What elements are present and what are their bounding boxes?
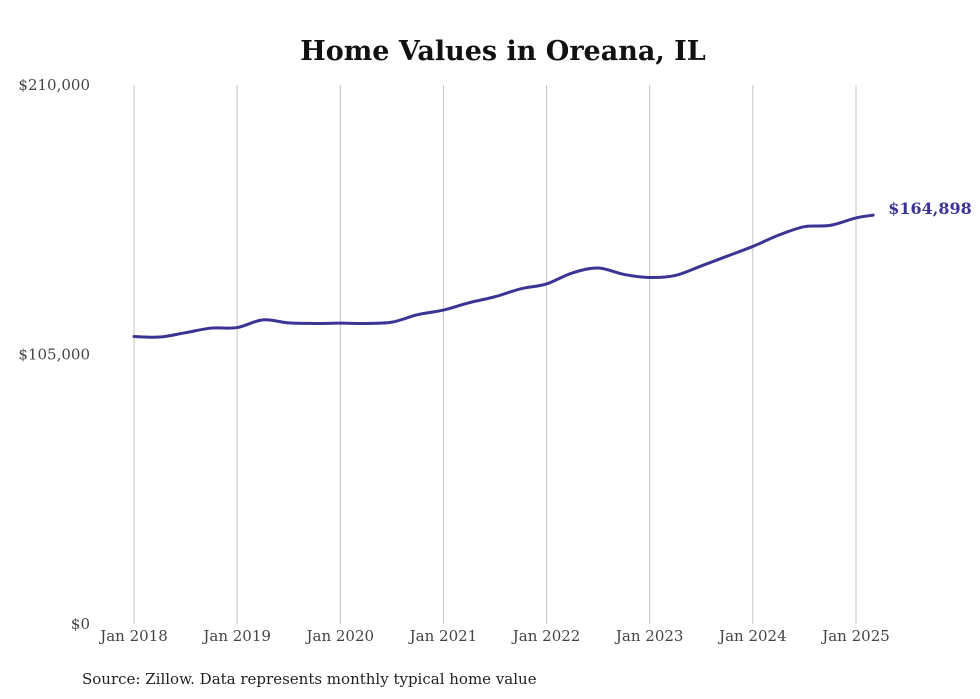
- end-value-label: $164,898: [888, 199, 972, 218]
- y-tick-label: $210,000: [18, 76, 90, 94]
- x-axis-ticks: Jan 2018 Jan 2019 Jan 2020 Jan 2021 Jan 2022…: [98, 627, 890, 645]
- chart-title: Home Values in Oreana, IL: [300, 36, 706, 67]
- source-note: Source: Zillow. Data represents monthly …: [82, 670, 537, 688]
- x-tick-label: Jan 2022: [511, 627, 581, 645]
- y-tick-label: $0: [71, 615, 90, 633]
- gridlines: [133, 85, 857, 624]
- x-tick-label: Jan 2025: [820, 627, 890, 645]
- x-tick-label: Jan 2023: [614, 627, 684, 645]
- series-line: [132, 213, 875, 339]
- x-tick-label: Jan 2019: [201, 627, 271, 645]
- y-axis-ticks: $0 $105,000 $210,000: [18, 76, 90, 633]
- x-tick-label: Jan 2018: [98, 627, 168, 645]
- x-tick-label: Jan 2021: [408, 627, 478, 645]
- x-tick-label: Jan 2024: [717, 627, 787, 645]
- y-tick-label: $105,000: [18, 346, 90, 364]
- x-tick-label: Jan 2020: [305, 627, 375, 645]
